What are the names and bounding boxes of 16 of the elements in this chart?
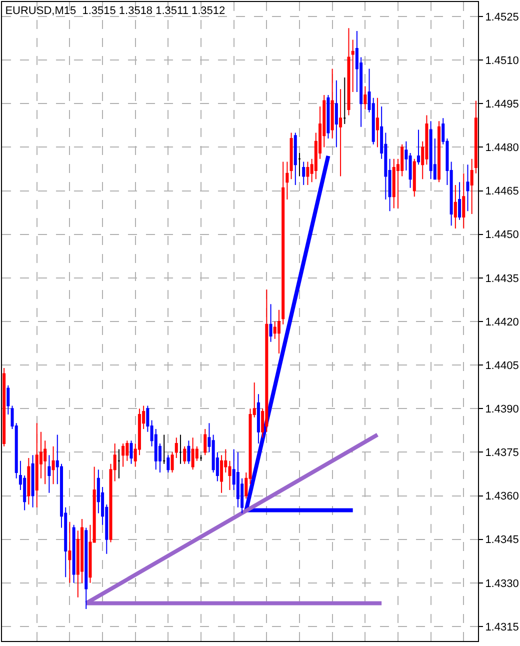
y-tick-label: 1.4480 [485, 142, 519, 154]
y-tick-label: 1.4465 [485, 186, 519, 198]
y-tick-label: 1.4420 [485, 316, 519, 328]
chart-title: EURUSD,M15 1.3515 1.3518 1.3511 1.3512 [5, 5, 226, 18]
y-tick-label: 1.4405 [485, 360, 519, 372]
y-tick-label: 1.4450 [485, 229, 519, 242]
y-tick-label: 1.4345 [485, 534, 519, 546]
y-tick-label: 1.4360 [485, 490, 519, 503]
y-tick-label: 1.4495 [485, 98, 519, 111]
y-tick-label: 1.4315 [485, 621, 519, 634]
y-tick-label: 1.4525 [485, 11, 519, 24]
y-tick-label: 1.4510 [485, 54, 519, 67]
y-tick-label: 1.4375 [485, 447, 519, 460]
y-tick-label: 1.4390 [485, 403, 519, 416]
y-tick-label: 1.4330 [485, 578, 519, 590]
y-tick-label: 1.4435 [485, 272, 519, 285]
